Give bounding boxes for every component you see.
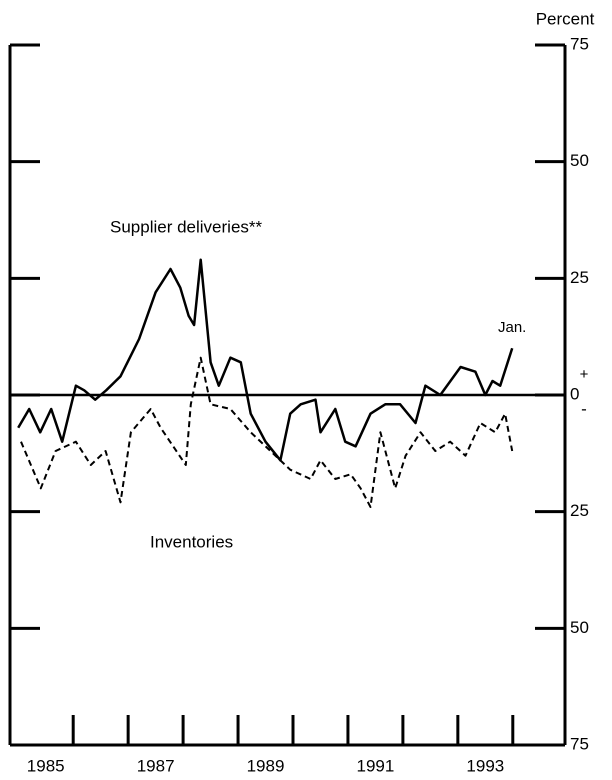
y-tick-label: 75 (570, 734, 589, 753)
x-tick-label: 1987 (137, 756, 175, 775)
y-axis-label: Percent (536, 9, 595, 28)
x-tick-label: 1985 (27, 756, 65, 775)
annotation: Jan. (498, 319, 526, 336)
y-tick-label: 75 (570, 34, 589, 53)
y-tick-label: 50 (570, 151, 589, 170)
y-tick-label: 25 (570, 501, 589, 520)
annotation: Inventories (150, 532, 233, 551)
y-tick-label: 25 (570, 268, 589, 287)
annotation: Supplier deliveries** (110, 217, 263, 236)
y-tick-label: 50 (570, 618, 589, 637)
y-tick-label: 0 (570, 384, 579, 403)
series-line (17, 258, 514, 462)
annotation: + (580, 366, 589, 383)
x-tick-label: 1993 (466, 756, 504, 775)
annotation: - (581, 399, 587, 418)
x-tick-label: 1991 (357, 756, 395, 775)
series-line (20, 356, 514, 508)
x-tick-label: 1989 (247, 756, 285, 775)
